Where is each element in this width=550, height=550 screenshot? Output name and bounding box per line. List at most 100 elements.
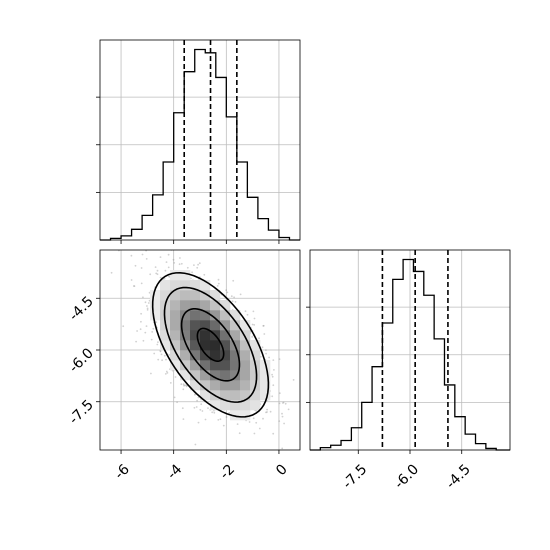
density-cell	[160, 290, 171, 301]
density-cell	[170, 340, 181, 351]
density-frame	[99, 249, 301, 451]
scatter-point	[130, 279, 133, 281]
density-cell	[180, 280, 191, 291]
density-cell	[220, 320, 231, 331]
scatter-point	[278, 358, 281, 360]
density-cell	[160, 280, 171, 291]
density-cell	[220, 370, 231, 381]
scatter-point	[163, 277, 166, 280]
scatter-point	[164, 373, 167, 375]
scatter-point	[259, 355, 262, 358]
scatter-point	[258, 337, 260, 340]
scatter-point	[268, 356, 270, 359]
density-cell	[220, 390, 231, 401]
density-cell	[230, 350, 241, 361]
hist1-grid	[310, 250, 510, 450]
scatter-point	[134, 264, 137, 267]
density-cell	[210, 320, 221, 331]
scatter-point	[182, 418, 185, 420]
density-cell	[210, 300, 221, 311]
scatter-point	[204, 418, 207, 421]
scatter-point	[282, 402, 284, 404]
scatter-point	[167, 275, 170, 278]
scatter-point	[252, 417, 255, 420]
density-cell	[260, 380, 271, 391]
scatter-point	[233, 296, 236, 299]
scatter-point	[154, 266, 157, 268]
scatter-point	[196, 399, 199, 402]
scatter-point	[145, 258, 148, 260]
hist0-frame	[99, 39, 301, 241]
density-cell	[220, 380, 231, 391]
scatter-point	[142, 339, 145, 342]
density-cell	[190, 300, 201, 311]
scatter-point	[140, 312, 143, 315]
density-cell	[230, 330, 241, 341]
scatter-point	[180, 383, 183, 386]
density-cell	[230, 390, 241, 401]
scatter-point	[165, 261, 168, 263]
scatter-point	[152, 327, 155, 330]
density-cell	[230, 410, 241, 421]
scatter-point	[207, 407, 209, 409]
density-cell	[250, 390, 261, 401]
density-cell	[150, 310, 161, 321]
density-cell	[150, 300, 161, 311]
density-cell	[210, 310, 221, 321]
scatter-point	[168, 354, 171, 356]
scatter-point	[251, 336, 254, 338]
density-cell	[250, 350, 261, 361]
scatter-point	[153, 352, 156, 355]
scatter-point	[159, 350, 162, 353]
scatter-point	[185, 385, 188, 388]
scatter-point	[266, 408, 268, 411]
density-cell	[230, 360, 241, 371]
scatter-point	[146, 309, 149, 311]
scatter-point	[167, 253, 170, 256]
scatter-point	[253, 432, 256, 435]
density-cell	[200, 320, 211, 331]
scatter-point	[184, 384, 187, 387]
hist0-quantile-lines	[183, 40, 238, 240]
density-cell	[210, 350, 221, 361]
scatter-point	[157, 358, 160, 361]
scatter-point	[190, 277, 192, 280]
density-cell	[180, 320, 191, 331]
density-cell	[190, 310, 201, 321]
scatter-point	[191, 271, 194, 274]
contour-line	[163, 286, 258, 403]
scatter-point	[169, 382, 172, 384]
scatter-point	[139, 328, 142, 331]
density-cell	[180, 330, 191, 341]
scatter-point	[253, 317, 256, 320]
density-cell	[180, 360, 191, 371]
scatter-point	[281, 447, 284, 450]
scatter-point	[141, 253, 144, 256]
scatter-point	[263, 333, 266, 335]
density-cell	[200, 280, 211, 291]
panel-hist-param0	[96, 39, 301, 244]
scatter-point	[234, 301, 237, 303]
hist1-frame	[309, 249, 511, 451]
hist0-tick-marks	[96, 96, 280, 244]
scatter-point	[147, 302, 150, 304]
scatter-point	[156, 273, 159, 276]
density-cell	[190, 320, 201, 331]
scatter-point	[193, 264, 195, 266]
scatter-point	[140, 320, 142, 323]
scatter-point	[196, 266, 199, 269]
density-cell	[220, 310, 231, 321]
scatter-point	[146, 305, 148, 307]
scatter-point	[142, 296, 144, 299]
scatter-point	[172, 258, 175, 261]
scatter-point	[156, 343, 159, 346]
scatter-point	[198, 262, 201, 265]
density-cell	[170, 300, 181, 311]
scatter-point	[230, 295, 233, 298]
density-cell	[180, 290, 191, 301]
density-cell	[190, 370, 201, 381]
scatter-point	[236, 423, 239, 425]
scatter-point	[261, 346, 264, 349]
scatter-point	[173, 396, 176, 399]
